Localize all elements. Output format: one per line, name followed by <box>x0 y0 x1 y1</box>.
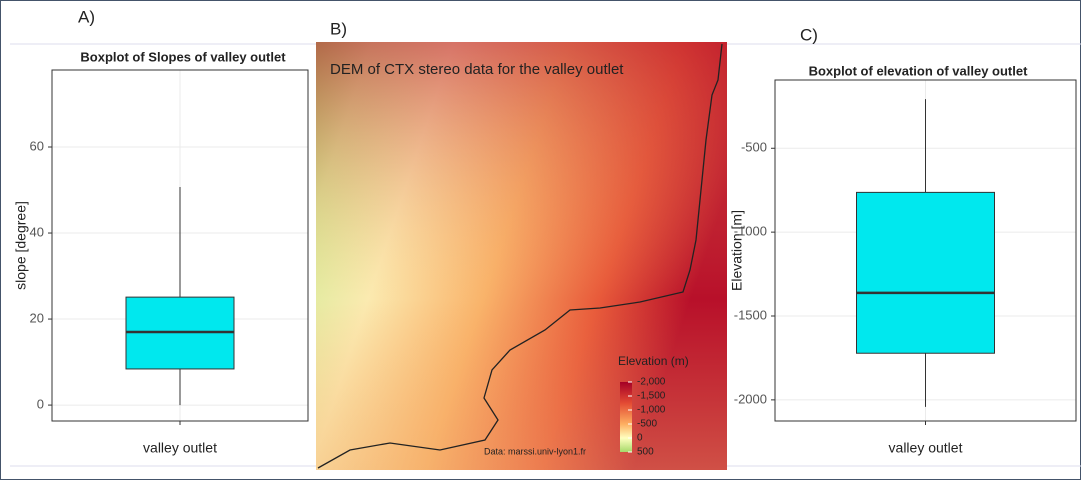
colorbar-label: -2,000 <box>637 377 666 388</box>
dem-shade <box>316 42 727 470</box>
map-title: DEM of CTX stereo data for the valley ou… <box>330 61 624 78</box>
map <box>316 42 727 470</box>
colorbar-label: -1,500 <box>637 391 666 402</box>
y-tick-label: 20 <box>30 310 44 325</box>
colorbar-label: -500 <box>637 419 657 430</box>
colorbar-label: 0 <box>637 433 643 444</box>
colorbar-label: -1,000 <box>637 405 666 416</box>
colorbar <box>620 382 632 452</box>
y-tick-label: -2000 <box>734 391 767 406</box>
colorbar-label: 500 <box>637 447 654 458</box>
y-axis-label: Elevation [m] <box>729 210 745 291</box>
source: Data: marssi.univ-lyon1.fr <box>484 446 586 456</box>
y-tick-label: -1000 <box>734 224 767 239</box>
y-tick-label: -1500 <box>734 307 767 322</box>
y-tick-label: -500 <box>741 140 767 155</box>
panel-label: B) <box>330 19 347 38</box>
colorbar-title: Elevation (m) <box>618 354 689 368</box>
chart-title: Boxplot of elevation of valley outlet <box>809 63 1029 78</box>
x-tick-label: valley outlet <box>889 440 963 456</box>
river <box>317 43 723 469</box>
y-axis-label: slope [degree] <box>13 201 29 290</box>
box <box>856 191 995 354</box>
x-tick-label: valley outlet <box>143 440 217 456</box>
y-tick-label: 60 <box>30 138 44 153</box>
chart-title: Boxplot of Slopes of valley outlet <box>80 49 286 64</box>
y-tick-label: 0 <box>37 397 44 412</box>
y-tick-label: 40 <box>30 224 44 239</box>
panel-label: A) <box>78 7 95 26</box>
panel-label: C) <box>800 25 818 44</box>
